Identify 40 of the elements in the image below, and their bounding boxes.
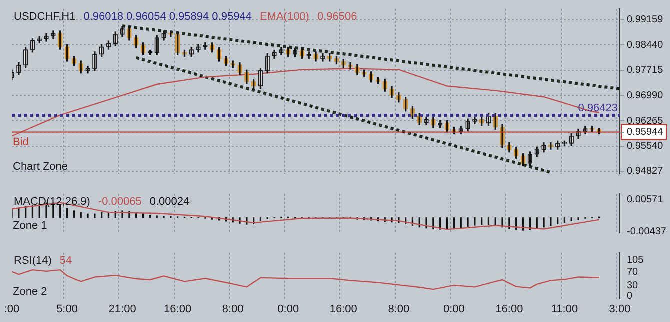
x-tick-label: 8:00 bbox=[222, 303, 244, 316]
annotation: Zone 2 bbox=[13, 286, 48, 298]
x-tick-label: 3:00 bbox=[609, 303, 631, 316]
annotation: Zone 1 bbox=[13, 220, 48, 232]
x-tick-label: 16:00 bbox=[164, 303, 192, 316]
chart-title: USDCHF,H1 bbox=[14, 11, 76, 23]
y-tick-label: 0.95944 bbox=[627, 127, 664, 138]
x-tick-label: 0:00 bbox=[278, 303, 300, 316]
ref-line-label: Bid bbox=[13, 136, 29, 148]
annotation: Chart Zone bbox=[13, 161, 68, 173]
x-tick-label: 21:00 bbox=[108, 303, 136, 316]
annotation: 0.96506 bbox=[317, 11, 358, 23]
x-tick-label: 16:00 bbox=[496, 303, 524, 316]
y-tick-label: 0.96990 bbox=[627, 90, 664, 102]
chart-title: MACD(12,26,9) bbox=[14, 196, 90, 208]
x-tick-label: 16:00 bbox=[330, 303, 358, 316]
y-tick-label: 105 bbox=[627, 254, 644, 266]
text: EMA(100) bbox=[260, 11, 310, 23]
annotation: 0.00024 bbox=[150, 196, 190, 208]
chart-title: RSI(14) bbox=[14, 255, 52, 267]
y-tick-label: 0.00571 bbox=[627, 194, 664, 206]
x-tick-label: 11:00 bbox=[551, 303, 578, 316]
chart-subtitle: 0.96018 0.96054 0.95894 0.95944 bbox=[84, 11, 252, 23]
ref-line-label: 0.96423 bbox=[578, 102, 618, 115]
y-tick-label: -0.00437 bbox=[627, 226, 667, 238]
annotation: 54 bbox=[60, 255, 72, 267]
y-tick-label: 0.94827 bbox=[627, 166, 664, 178]
y-tick-label: 0.95540 bbox=[627, 141, 664, 152]
y-tick-label: 30 bbox=[627, 280, 639, 292]
x-tick-label: 0:00 bbox=[443, 303, 465, 316]
x-tick-label: :00 bbox=[4, 303, 20, 316]
y-tick-label: 0 bbox=[627, 290, 633, 302]
y-tick-label: 70 bbox=[627, 266, 639, 278]
y-tick-label: 0.96265 bbox=[627, 116, 664, 127]
y-tick-label: 0.99159 bbox=[627, 14, 664, 26]
annotation: -0.00065 bbox=[98, 196, 142, 208]
y-tick-label: 0.97715 bbox=[627, 65, 664, 76]
y-tick-label: 0.98440 bbox=[627, 40, 664, 51]
x-tick-label: 5:00 bbox=[56, 303, 78, 316]
x-tick-label: 8:00 bbox=[388, 303, 410, 316]
